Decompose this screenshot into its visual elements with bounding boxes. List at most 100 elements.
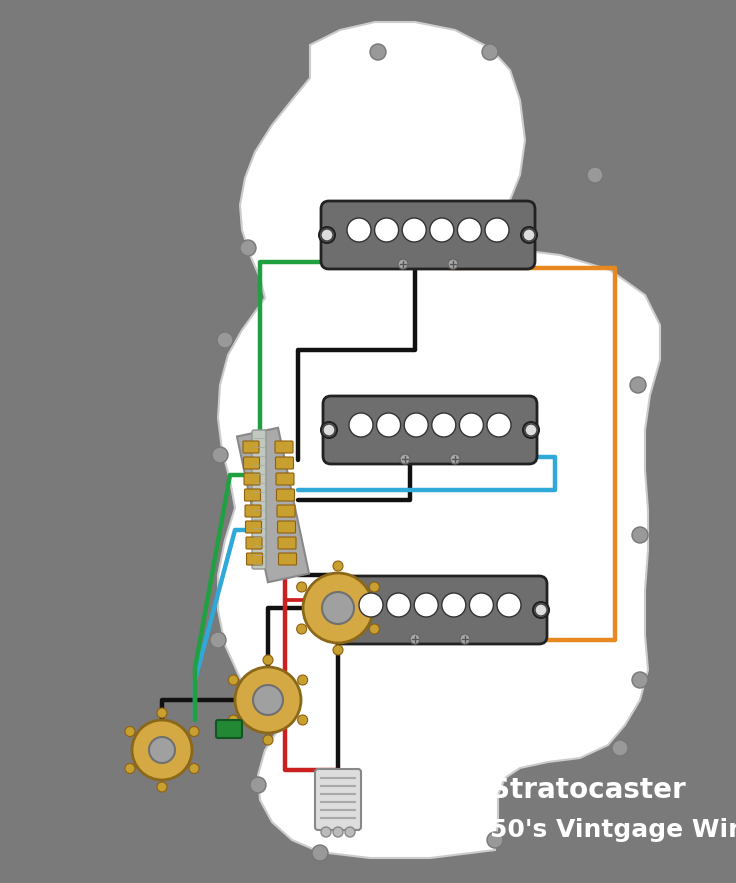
- Circle shape: [375, 218, 399, 242]
- Circle shape: [263, 655, 273, 665]
- Circle shape: [450, 454, 460, 464]
- Circle shape: [297, 624, 307, 634]
- FancyBboxPatch shape: [323, 396, 537, 464]
- Circle shape: [157, 782, 167, 792]
- Circle shape: [370, 44, 386, 60]
- Circle shape: [612, 740, 628, 756]
- Circle shape: [210, 632, 226, 648]
- FancyBboxPatch shape: [244, 489, 261, 501]
- FancyBboxPatch shape: [321, 201, 535, 269]
- Circle shape: [410, 634, 420, 644]
- Circle shape: [630, 377, 646, 393]
- Circle shape: [369, 624, 379, 634]
- Circle shape: [470, 593, 493, 617]
- Circle shape: [333, 645, 343, 655]
- Circle shape: [432, 413, 456, 437]
- Circle shape: [523, 422, 539, 438]
- Circle shape: [400, 454, 410, 464]
- Circle shape: [333, 561, 343, 571]
- Circle shape: [189, 727, 199, 736]
- Circle shape: [228, 675, 238, 685]
- Circle shape: [442, 593, 466, 617]
- FancyBboxPatch shape: [247, 553, 263, 565]
- Circle shape: [404, 413, 428, 437]
- Circle shape: [312, 845, 328, 861]
- Circle shape: [342, 250, 358, 266]
- Circle shape: [333, 604, 345, 616]
- Circle shape: [321, 229, 333, 241]
- Circle shape: [414, 593, 438, 617]
- Circle shape: [521, 227, 537, 243]
- Circle shape: [632, 527, 648, 543]
- Circle shape: [250, 777, 266, 793]
- Circle shape: [459, 413, 484, 437]
- FancyBboxPatch shape: [243, 441, 259, 453]
- Circle shape: [359, 593, 383, 617]
- FancyBboxPatch shape: [277, 521, 295, 533]
- Circle shape: [228, 715, 238, 725]
- Circle shape: [323, 424, 335, 436]
- Circle shape: [217, 332, 233, 348]
- Circle shape: [189, 764, 199, 774]
- Text: Stratocaster: Stratocaster: [490, 776, 686, 804]
- Circle shape: [430, 218, 454, 242]
- Circle shape: [345, 827, 355, 837]
- Circle shape: [457, 218, 481, 242]
- Circle shape: [487, 413, 511, 437]
- Circle shape: [460, 634, 470, 644]
- FancyBboxPatch shape: [277, 505, 295, 517]
- Circle shape: [297, 715, 308, 725]
- FancyBboxPatch shape: [216, 720, 242, 738]
- FancyBboxPatch shape: [246, 521, 261, 533]
- Circle shape: [347, 218, 371, 242]
- FancyBboxPatch shape: [277, 489, 294, 501]
- Circle shape: [497, 593, 521, 617]
- FancyBboxPatch shape: [278, 537, 296, 549]
- Polygon shape: [218, 22, 660, 858]
- Circle shape: [525, 424, 537, 436]
- Circle shape: [297, 675, 308, 685]
- Circle shape: [402, 218, 426, 242]
- FancyBboxPatch shape: [245, 505, 261, 517]
- FancyBboxPatch shape: [252, 430, 266, 569]
- FancyBboxPatch shape: [276, 473, 294, 485]
- Circle shape: [235, 667, 301, 733]
- Circle shape: [321, 827, 331, 837]
- FancyBboxPatch shape: [275, 441, 293, 453]
- Circle shape: [448, 259, 458, 269]
- Circle shape: [398, 259, 408, 269]
- FancyBboxPatch shape: [333, 576, 547, 644]
- Circle shape: [149, 737, 175, 763]
- Circle shape: [240, 240, 256, 256]
- Circle shape: [321, 422, 337, 438]
- Polygon shape: [237, 427, 309, 582]
- Circle shape: [485, 218, 509, 242]
- Circle shape: [333, 827, 343, 837]
- Circle shape: [331, 602, 347, 618]
- Circle shape: [125, 764, 135, 774]
- Circle shape: [487, 832, 503, 848]
- FancyBboxPatch shape: [275, 457, 294, 469]
- Circle shape: [322, 592, 354, 624]
- FancyBboxPatch shape: [244, 473, 260, 485]
- Circle shape: [523, 229, 535, 241]
- Circle shape: [349, 413, 373, 437]
- Circle shape: [377, 413, 400, 437]
- Circle shape: [132, 720, 192, 780]
- Circle shape: [632, 672, 648, 688]
- Circle shape: [369, 582, 379, 592]
- FancyBboxPatch shape: [244, 457, 260, 469]
- Circle shape: [386, 593, 411, 617]
- FancyBboxPatch shape: [315, 769, 361, 830]
- Circle shape: [535, 604, 547, 616]
- Text: 50's Vintgage Wiring: 50's Vintgage Wiring: [490, 818, 736, 842]
- Circle shape: [212, 447, 228, 463]
- Circle shape: [303, 573, 373, 643]
- Circle shape: [297, 582, 307, 592]
- FancyBboxPatch shape: [246, 537, 262, 549]
- Circle shape: [533, 602, 549, 618]
- Circle shape: [587, 167, 603, 183]
- Circle shape: [157, 708, 167, 718]
- Circle shape: [263, 735, 273, 745]
- Circle shape: [482, 44, 498, 60]
